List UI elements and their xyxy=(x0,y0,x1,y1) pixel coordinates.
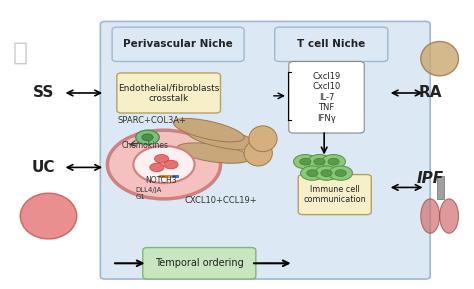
Text: T cell Niche: T cell Niche xyxy=(297,39,365,49)
Circle shape xyxy=(293,155,317,169)
Circle shape xyxy=(300,158,311,165)
Circle shape xyxy=(315,166,338,180)
Text: Temporal ordering: Temporal ordering xyxy=(155,258,244,268)
Circle shape xyxy=(142,134,153,141)
FancyBboxPatch shape xyxy=(100,21,430,279)
FancyBboxPatch shape xyxy=(143,248,256,279)
Text: Endothelial/fibroblasts
crosstalk: Endothelial/fibroblasts crosstalk xyxy=(118,83,219,103)
Circle shape xyxy=(164,160,178,169)
Circle shape xyxy=(322,155,346,169)
Ellipse shape xyxy=(249,126,277,152)
FancyBboxPatch shape xyxy=(117,73,220,113)
Text: IPF: IPF xyxy=(417,171,444,186)
Text: UC: UC xyxy=(32,160,55,175)
Circle shape xyxy=(150,163,164,172)
Circle shape xyxy=(133,146,195,183)
Circle shape xyxy=(308,155,331,169)
Ellipse shape xyxy=(421,199,439,233)
Bar xyxy=(172,175,178,177)
Ellipse shape xyxy=(244,140,273,166)
Ellipse shape xyxy=(421,41,458,76)
Ellipse shape xyxy=(187,127,259,150)
Ellipse shape xyxy=(439,199,458,233)
Circle shape xyxy=(328,158,339,165)
Ellipse shape xyxy=(177,143,250,163)
Text: Chemokines: Chemokines xyxy=(121,141,169,151)
Text: RA: RA xyxy=(419,86,442,101)
Circle shape xyxy=(321,170,332,177)
Circle shape xyxy=(155,155,169,163)
Text: NOTCH3: NOTCH3 xyxy=(145,176,177,185)
Circle shape xyxy=(136,130,159,144)
Circle shape xyxy=(307,170,318,177)
FancyBboxPatch shape xyxy=(275,27,388,62)
Bar xyxy=(159,175,171,177)
FancyBboxPatch shape xyxy=(298,175,371,215)
FancyBboxPatch shape xyxy=(112,27,244,62)
FancyBboxPatch shape xyxy=(289,62,364,133)
Text: SS: SS xyxy=(33,86,55,101)
Circle shape xyxy=(301,166,324,180)
Text: Cxcl19
Cxcl10
IL-7
TNF
IFNγ: Cxcl19 Cxcl10 IL-7 TNF IFNγ xyxy=(312,72,341,123)
Circle shape xyxy=(329,166,353,180)
Text: SPARC+COL3A+: SPARC+COL3A+ xyxy=(118,116,187,125)
Text: DLL4/JA
G1: DLL4/JA G1 xyxy=(136,187,162,200)
Text: Immune cell
communication: Immune cell communication xyxy=(303,185,366,204)
Bar xyxy=(438,176,444,199)
Ellipse shape xyxy=(173,118,244,142)
Circle shape xyxy=(335,170,346,177)
Ellipse shape xyxy=(20,193,77,239)
Text: CXCL10+CCL19+: CXCL10+CCL19+ xyxy=(184,196,257,205)
Text: Perivascular Niche: Perivascular Niche xyxy=(123,39,233,49)
Circle shape xyxy=(108,130,220,199)
Circle shape xyxy=(314,158,325,165)
Text: 👤: 👤 xyxy=(13,41,28,65)
